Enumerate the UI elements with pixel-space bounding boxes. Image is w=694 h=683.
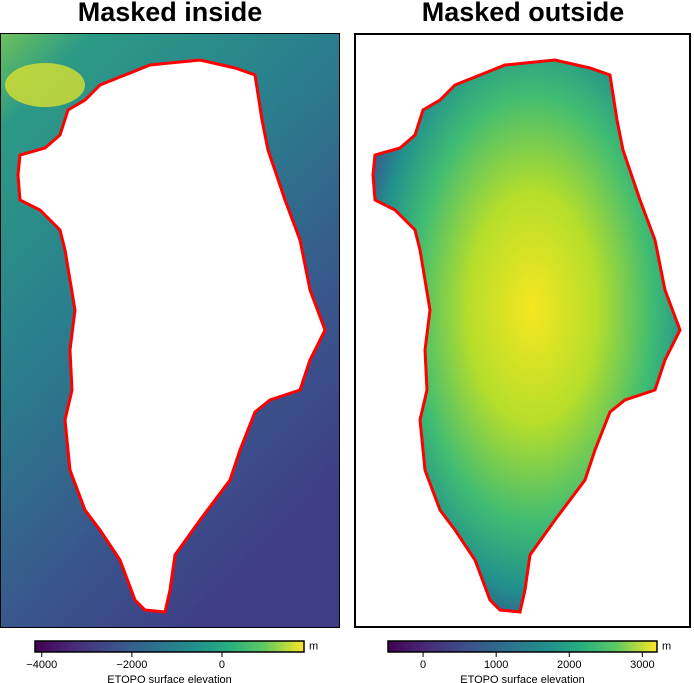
tick-label: 2000 [557,659,581,671]
colorbar-label: ETOPO surface elevation [460,674,585,683]
colorbar-unit: m [309,640,318,652]
shallow-area [5,63,85,107]
colorbars: −4000 −2000 0 m ETOPO surface elevation 0 1000… [26,640,671,683]
tick-label: −4000 [26,659,57,671]
colorbar-label: ETOPO surface elevation [107,674,232,683]
tick-label: 0 [420,659,426,671]
tick-label: 0 [219,659,225,671]
panel-title: Masked inside [78,0,263,27]
map-frame [0,33,340,628]
tick-label: 1000 [484,659,508,671]
colorbar [34,640,305,653]
colorbar-unit: m [662,640,671,652]
tick-label: 3000 [630,659,654,671]
tick-label: −2000 [116,659,147,671]
panel-title: Masked outside [422,0,625,27]
colorbar [387,640,658,653]
